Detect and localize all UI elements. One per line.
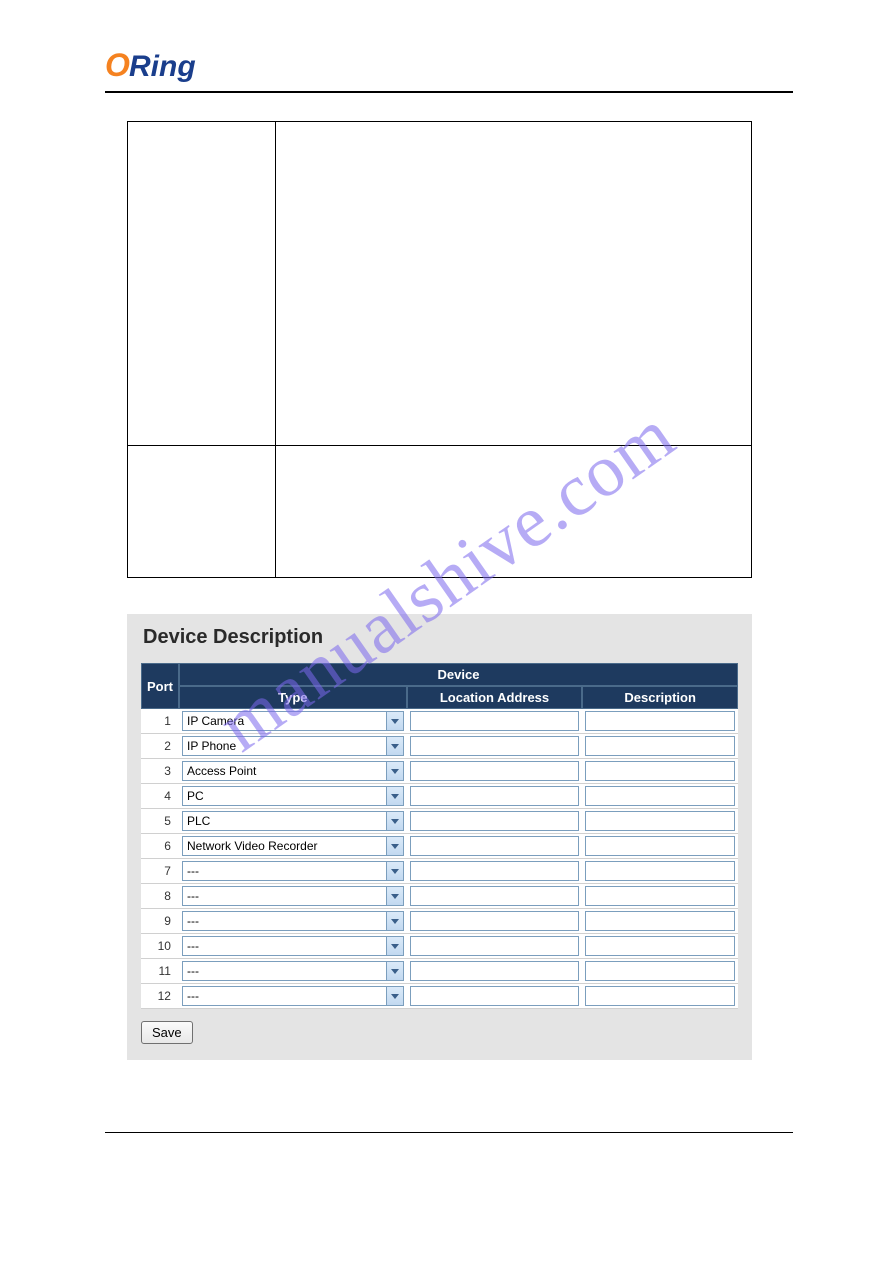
device-table: Port Device Type Location Address Descri… bbox=[141, 663, 738, 1009]
chevron-down-icon[interactable] bbox=[386, 911, 404, 931]
type-select[interactable]: PLC bbox=[182, 811, 404, 831]
type-select[interactable]: Network Video Recorder bbox=[182, 836, 404, 856]
type-select-value: Access Point bbox=[182, 761, 386, 781]
type-select-value: IP Phone bbox=[182, 736, 386, 756]
location-input[interactable] bbox=[410, 986, 580, 1006]
description-input[interactable] bbox=[585, 886, 735, 906]
location-input[interactable] bbox=[410, 936, 580, 956]
description-input[interactable] bbox=[585, 786, 735, 806]
port-cell: 8 bbox=[141, 884, 179, 909]
type-select-value: Network Video Recorder bbox=[182, 836, 386, 856]
location-input[interactable] bbox=[410, 761, 580, 781]
table-row: 9--- bbox=[141, 909, 738, 934]
port-cell: 5 bbox=[141, 809, 179, 834]
type-select[interactable]: PC bbox=[182, 786, 404, 806]
chevron-down-icon[interactable] bbox=[386, 836, 404, 856]
location-input[interactable] bbox=[410, 886, 580, 906]
device-description-panel: Device Description Port Device Type Loca… bbox=[127, 614, 752, 1060]
description-input[interactable] bbox=[585, 711, 735, 731]
description-input[interactable] bbox=[585, 986, 735, 1006]
type-select-value: --- bbox=[182, 936, 386, 956]
location-input[interactable] bbox=[410, 911, 580, 931]
table-row: 6Network Video Recorder bbox=[141, 834, 738, 859]
port-cell: 7 bbox=[141, 859, 179, 884]
col-description: Description bbox=[582, 686, 738, 709]
port-cell: 9 bbox=[141, 909, 179, 934]
chevron-down-icon[interactable] bbox=[386, 711, 404, 731]
location-input[interactable] bbox=[410, 961, 580, 981]
brand-logo: O Ring bbox=[105, 48, 793, 87]
location-input[interactable] bbox=[410, 836, 580, 856]
description-input[interactable] bbox=[585, 961, 735, 981]
description-input[interactable] bbox=[585, 736, 735, 756]
type-select[interactable]: --- bbox=[182, 886, 404, 906]
table-row: 12--- bbox=[141, 984, 738, 1009]
description-input[interactable] bbox=[585, 811, 735, 831]
description-input[interactable] bbox=[585, 761, 735, 781]
chevron-down-icon[interactable] bbox=[386, 761, 404, 781]
location-input[interactable] bbox=[410, 711, 580, 731]
col-port: Port bbox=[141, 663, 179, 709]
type-select-value: --- bbox=[182, 961, 386, 981]
port-cell: 4 bbox=[141, 784, 179, 809]
port-cell: 11 bbox=[141, 959, 179, 984]
table-row: 1IP Camera bbox=[141, 709, 738, 734]
location-input[interactable] bbox=[410, 811, 580, 831]
chevron-down-icon[interactable] bbox=[386, 961, 404, 981]
type-select-value: PC bbox=[182, 786, 386, 806]
table-row: 4PC bbox=[141, 784, 738, 809]
type-select[interactable]: --- bbox=[182, 861, 404, 881]
type-select[interactable]: --- bbox=[182, 961, 404, 981]
chevron-down-icon[interactable] bbox=[386, 936, 404, 956]
chevron-down-icon[interactable] bbox=[386, 886, 404, 906]
col-location: Location Address bbox=[407, 686, 583, 709]
type-select-value: IP Camera bbox=[182, 711, 386, 731]
type-select-value: --- bbox=[182, 911, 386, 931]
location-input[interactable] bbox=[410, 786, 580, 806]
svg-text:Ring: Ring bbox=[129, 50, 196, 83]
table-row: 11--- bbox=[141, 959, 738, 984]
type-select[interactable]: --- bbox=[182, 911, 404, 931]
type-select-value: --- bbox=[182, 861, 386, 881]
description-input[interactable] bbox=[585, 861, 735, 881]
table-row: 10--- bbox=[141, 934, 738, 959]
col-type: Type bbox=[179, 686, 407, 709]
port-cell: 3 bbox=[141, 759, 179, 784]
chevron-down-icon[interactable] bbox=[386, 986, 404, 1006]
location-input[interactable] bbox=[410, 861, 580, 881]
type-select[interactable]: IP Camera bbox=[182, 711, 404, 731]
port-cell: 2 bbox=[141, 734, 179, 759]
col-device: Device bbox=[179, 663, 738, 686]
location-input[interactable] bbox=[410, 736, 580, 756]
port-cell: 10 bbox=[141, 934, 179, 959]
type-select[interactable]: --- bbox=[182, 936, 404, 956]
chevron-down-icon[interactable] bbox=[386, 736, 404, 756]
description-input[interactable] bbox=[585, 936, 735, 956]
svg-text:O: O bbox=[105, 48, 130, 83]
type-select-value: PLC bbox=[182, 811, 386, 831]
footer-rule bbox=[105, 1132, 793, 1133]
table-row: 2IP Phone bbox=[141, 734, 738, 759]
description-input[interactable] bbox=[585, 911, 735, 931]
header-rule bbox=[105, 91, 793, 93]
layout-grid bbox=[127, 121, 752, 578]
table-row: 3Access Point bbox=[141, 759, 738, 784]
type-select-value: --- bbox=[182, 886, 386, 906]
chevron-down-icon[interactable] bbox=[386, 786, 404, 806]
port-cell: 1 bbox=[141, 709, 179, 734]
port-cell: 12 bbox=[141, 984, 179, 1009]
type-select[interactable]: IP Phone bbox=[182, 736, 404, 756]
chevron-down-icon[interactable] bbox=[386, 861, 404, 881]
chevron-down-icon[interactable] bbox=[386, 811, 404, 831]
port-cell: 6 bbox=[141, 834, 179, 859]
type-select[interactable]: --- bbox=[182, 986, 404, 1006]
description-input[interactable] bbox=[585, 836, 735, 856]
type-select[interactable]: Access Point bbox=[182, 761, 404, 781]
save-button[interactable]: Save bbox=[141, 1021, 193, 1044]
table-row: 5PLC bbox=[141, 809, 738, 834]
panel-title: Device Description bbox=[143, 626, 738, 649]
type-select-value: --- bbox=[182, 986, 386, 1006]
table-row: 7--- bbox=[141, 859, 738, 884]
table-row: 8--- bbox=[141, 884, 738, 909]
